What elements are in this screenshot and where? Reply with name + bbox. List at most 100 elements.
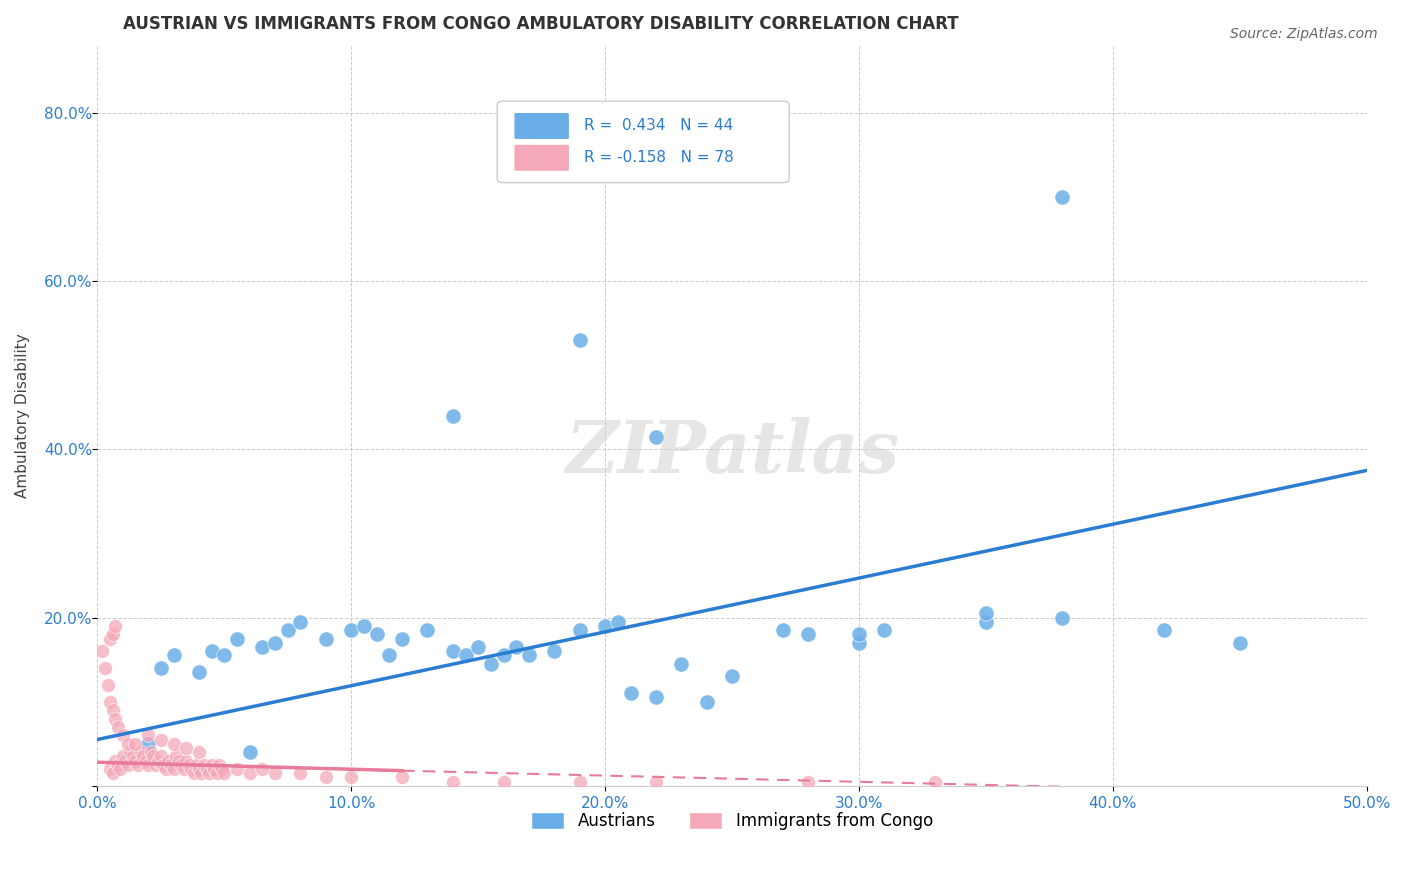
Point — [101, 766, 124, 780]
Point — [111, 754, 134, 768]
Point — [149, 749, 172, 764]
Point — [98, 695, 121, 709]
Point — [111, 728, 134, 742]
Point — [173, 762, 195, 776]
Point — [593, 619, 616, 633]
Point — [190, 766, 212, 780]
Point — [162, 762, 184, 776]
Point — [124, 737, 146, 751]
Point — [101, 627, 124, 641]
Point — [174, 754, 197, 768]
Point — [162, 737, 184, 751]
Point — [290, 766, 312, 780]
Point — [1050, 610, 1073, 624]
Point — [264, 636, 287, 650]
Point — [187, 762, 209, 776]
Text: ZIPatlas: ZIPatlas — [565, 417, 900, 488]
Point — [214, 766, 236, 780]
Point — [974, 607, 997, 621]
Point — [187, 665, 209, 680]
Point — [208, 757, 231, 772]
Point — [117, 737, 139, 751]
Point — [107, 757, 129, 772]
Point — [848, 627, 870, 641]
Point — [441, 644, 464, 658]
Point — [671, 657, 693, 671]
Point — [378, 648, 401, 663]
Point — [1050, 190, 1073, 204]
Y-axis label: Ambulatory Disability: Ambulatory Disability — [15, 334, 30, 498]
Point — [315, 632, 337, 646]
Point — [467, 640, 489, 654]
Point — [848, 636, 870, 650]
Point — [198, 766, 221, 780]
Point — [142, 749, 165, 764]
Point — [160, 757, 183, 772]
Point — [201, 644, 224, 658]
Point — [252, 640, 274, 654]
Point — [226, 632, 249, 646]
Point — [193, 757, 215, 772]
Point — [873, 623, 896, 637]
Point — [180, 762, 202, 776]
Text: Source: ZipAtlas.com: Source: ZipAtlas.com — [1230, 27, 1378, 41]
Point — [517, 648, 540, 663]
Point — [187, 745, 209, 759]
Point — [124, 754, 146, 768]
Point — [104, 711, 127, 725]
Point — [174, 740, 197, 755]
Point — [149, 661, 172, 675]
FancyBboxPatch shape — [513, 145, 569, 171]
Text: AUSTRIAN VS IMMIGRANTS FROM CONGO AMBULATORY DISABILITY CORRELATION CHART: AUSTRIAN VS IMMIGRANTS FROM CONGO AMBULA… — [122, 15, 959, 33]
Point — [277, 623, 299, 637]
Point — [186, 757, 208, 772]
Point — [136, 757, 159, 772]
Point — [91, 644, 114, 658]
Point — [108, 762, 131, 776]
Point — [340, 770, 363, 784]
Point — [117, 757, 139, 772]
Point — [170, 757, 193, 772]
Point — [155, 762, 177, 776]
Point — [479, 657, 502, 671]
Point — [239, 745, 262, 759]
Point — [183, 766, 205, 780]
Point — [645, 690, 668, 705]
Point — [195, 762, 218, 776]
Point — [120, 745, 142, 759]
Point — [568, 333, 591, 347]
Point — [340, 623, 363, 637]
Point — [568, 623, 591, 637]
Point — [366, 627, 388, 641]
Point — [139, 745, 162, 759]
Point — [114, 754, 136, 768]
Point — [148, 754, 170, 768]
Point — [252, 762, 274, 776]
Point — [1229, 636, 1251, 650]
Point — [122, 749, 145, 764]
Point — [98, 762, 121, 776]
Point — [167, 754, 190, 768]
Point — [1153, 623, 1175, 637]
Point — [505, 640, 527, 654]
Point — [214, 648, 236, 663]
Point — [145, 757, 167, 772]
FancyBboxPatch shape — [498, 101, 789, 183]
Point — [492, 648, 515, 663]
Point — [315, 770, 337, 784]
Point — [391, 632, 413, 646]
Point — [96, 678, 118, 692]
Point — [226, 762, 249, 776]
Point — [721, 669, 744, 683]
Point — [211, 762, 233, 776]
Point — [797, 627, 820, 641]
Point — [606, 615, 628, 629]
Point — [129, 745, 152, 759]
Point — [152, 757, 174, 772]
Point — [132, 749, 155, 764]
Point — [543, 644, 565, 658]
Point — [107, 720, 129, 734]
Legend: Austrians, Immigrants from Congo: Austrians, Immigrants from Congo — [524, 805, 939, 837]
Point — [492, 774, 515, 789]
Point — [205, 766, 228, 780]
